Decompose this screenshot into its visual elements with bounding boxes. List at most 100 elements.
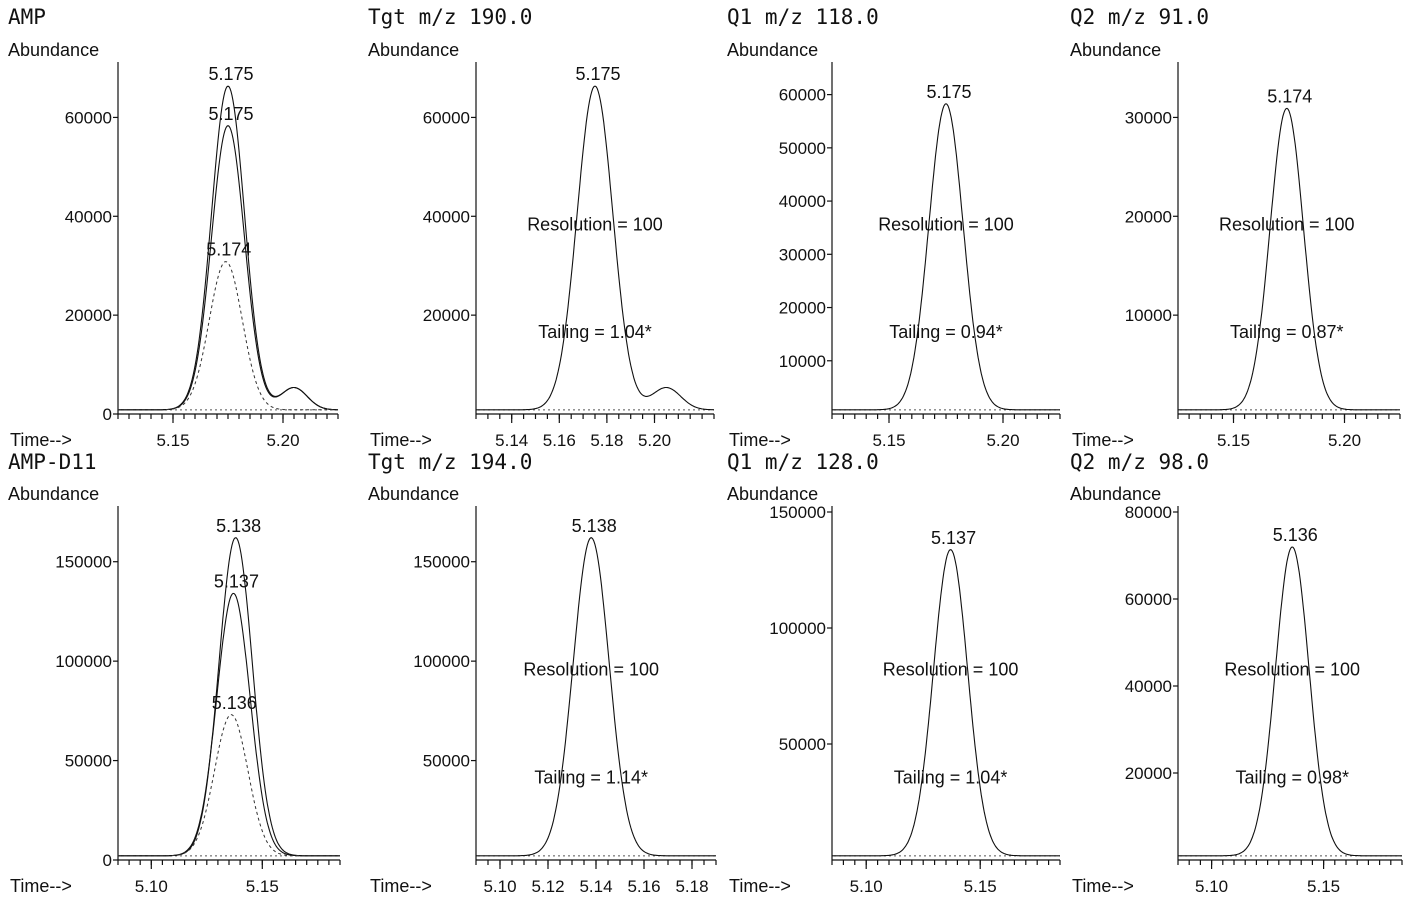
- y-axis-label: Abundance: [368, 484, 459, 504]
- ion-trace: [118, 124, 339, 411]
- y-axis-label: Abundance: [8, 484, 99, 504]
- y-tick-label: 40000: [1125, 677, 1172, 696]
- y-tick-label: 150000: [55, 553, 112, 572]
- panel-title: Q2 m/z 91.0: [1070, 5, 1209, 29]
- ion-trace: [1178, 107, 1400, 411]
- peak-time-label: 5.174: [206, 240, 251, 260]
- y-axis-label: Abundance: [1070, 484, 1161, 504]
- tailing-label: Tailing = 0.94*: [889, 322, 1003, 342]
- y-tick-label: 10000: [1125, 306, 1172, 325]
- peak-time-label: 5.138: [572, 516, 617, 536]
- panel-title: Tgt m/z 190.0: [368, 5, 532, 29]
- peak-time-label: 5.175: [208, 64, 253, 84]
- resolution-label: Resolution = 100: [1224, 660, 1360, 680]
- x-tick-label: 5.18: [675, 877, 708, 896]
- ion-trace: [476, 537, 716, 857]
- x-axis-label: Time-->: [370, 430, 432, 450]
- y-tick-label: 20000: [423, 306, 470, 325]
- tailing-label: Tailing = 1.14*: [534, 767, 648, 787]
- x-tick-label: 5.20: [986, 431, 1019, 450]
- x-axis-label: Time-->: [10, 876, 72, 896]
- y-tick-label: 20000: [779, 299, 826, 318]
- y-tick-label: 0: [103, 851, 112, 870]
- tailing-label: Tailing = 0.87*: [1230, 322, 1344, 342]
- y-tick-label: 60000: [65, 108, 112, 127]
- y-tick-label: 150000: [769, 503, 826, 522]
- peak-time-label: 5.175: [208, 104, 253, 124]
- resolution-label: Resolution = 100: [878, 215, 1014, 235]
- x-tick-label: 5.15: [246, 877, 279, 896]
- ion-trace: [1178, 546, 1402, 857]
- peak-time-label: 5.138: [216, 516, 261, 536]
- tailing-label: Tailing = 1.04*: [538, 322, 652, 342]
- chromatogram-panel: Tgt m/z 194.0 Abundance Time--> 50000 100000…: [368, 450, 717, 896]
- y-tick-label: 40000: [423, 207, 470, 226]
- y-tick-label: 100000: [55, 652, 112, 671]
- y-axis-label: Abundance: [727, 40, 818, 60]
- ion-trace: [476, 85, 715, 411]
- x-tick-label: 5.18: [590, 431, 623, 450]
- peak-time-label: 5.175: [575, 64, 620, 84]
- y-tick-label: 50000: [65, 752, 112, 771]
- x-tick-label: 5.15: [872, 431, 905, 450]
- ion-trace: [118, 261, 338, 411]
- x-tick-label: 5.10: [850, 877, 883, 896]
- ion-trace: [118, 714, 340, 857]
- y-axis-label: Abundance: [727, 484, 818, 504]
- ion-trace: [118, 592, 340, 857]
- x-axis-label: Time-->: [10, 430, 72, 450]
- resolution-label: Resolution = 100: [883, 660, 1019, 680]
- y-tick-label: 0: [103, 405, 112, 424]
- chromatogram-panel: Q1 m/z 118.0 Abundance Time--> 10000 20000 30…: [727, 5, 1061, 450]
- x-axis-label: Time-->: [370, 876, 432, 896]
- y-tick-label: 30000: [1125, 108, 1172, 127]
- ion-trace: [832, 103, 1060, 411]
- x-tick-label: 5.12: [531, 877, 564, 896]
- x-tick-label: 5.15: [1217, 431, 1250, 450]
- peak-time-label: 5.137: [931, 528, 976, 548]
- x-tick-label: 5.14: [495, 431, 528, 450]
- tailing-label: Tailing = 1.04*: [894, 767, 1008, 787]
- y-tick-label: 80000: [1125, 503, 1172, 522]
- y-tick-label: 60000: [1125, 590, 1172, 609]
- x-tick-label: 5.10: [1195, 877, 1228, 896]
- panel-title: AMP: [8, 5, 46, 29]
- x-tick-label: 5.15: [1307, 877, 1340, 896]
- x-tick-label: 5.10: [483, 877, 516, 896]
- x-tick-label: 5.20: [266, 431, 299, 450]
- y-tick-label: 60000: [779, 86, 826, 105]
- x-tick-label: 5.20: [638, 431, 671, 450]
- panel-title: Q1 m/z 128.0: [727, 450, 879, 474]
- chromatogram-panel: Q1 m/z 128.0 Abundance Time--> 50000 100000 1…: [727, 450, 1061, 896]
- y-tick-label: 100000: [769, 619, 826, 638]
- y-tick-label: 40000: [65, 207, 112, 226]
- x-tick-label: 5.15: [156, 431, 189, 450]
- peak-time-label: 5.174: [1267, 86, 1312, 106]
- y-tick-label: 20000: [65, 306, 112, 325]
- x-tick-label: 5.15: [964, 877, 997, 896]
- y-tick-label: 60000: [423, 108, 470, 127]
- x-axis-label: Time-->: [729, 876, 791, 896]
- x-tick-label: 5.14: [579, 877, 612, 896]
- peak-time-label: 5.136: [1273, 525, 1318, 545]
- tailing-label: Tailing = 0.98*: [1235, 767, 1349, 787]
- y-tick-label: 100000: [413, 652, 470, 671]
- y-tick-label: 50000: [423, 752, 470, 771]
- y-tick-label: 10000: [779, 352, 826, 371]
- y-axis-label: Abundance: [1070, 40, 1161, 60]
- y-tick-label: 50000: [779, 139, 826, 158]
- peak-time-label: 5.137: [214, 572, 259, 592]
- x-axis-label: Time-->: [729, 430, 791, 450]
- peak-time-label: 5.175: [926, 82, 971, 102]
- x-tick-label: 5.16: [543, 431, 576, 450]
- x-tick-label: 5.16: [627, 877, 660, 896]
- y-axis-label: Abundance: [8, 40, 99, 60]
- panel-title: AMP-D11: [8, 450, 97, 474]
- x-axis-label: Time-->: [1072, 876, 1134, 896]
- y-tick-label: 150000: [413, 553, 470, 572]
- chromatogram-panel: Tgt m/z 190.0 Abundance Time--> 20000 40000 6…: [368, 5, 715, 450]
- ion-trace: [832, 549, 1060, 857]
- y-tick-label: 30000: [779, 245, 826, 264]
- x-tick-label: 5.10: [135, 877, 168, 896]
